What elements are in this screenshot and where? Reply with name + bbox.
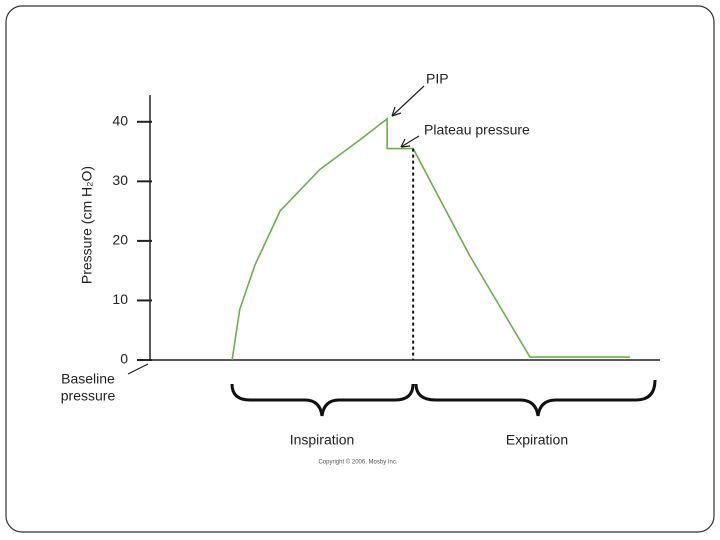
frame bbox=[5, 5, 715, 533]
y-tick-label: 20 bbox=[112, 232, 128, 248]
y-tick-label: 0 bbox=[120, 351, 128, 367]
inspiration-label: Inspiration bbox=[290, 432, 355, 448]
plateau-label: Plateau pressure bbox=[424, 122, 530, 138]
expiration-brace bbox=[414, 379, 657, 417]
y-tick-label: 10 bbox=[112, 291, 128, 307]
pip-label: PIP bbox=[426, 71, 449, 87]
arrow bbox=[127, 363, 149, 375]
arrow bbox=[400, 135, 420, 148]
y-tick-label: 30 bbox=[112, 172, 128, 188]
inspiration-brace bbox=[230, 383, 415, 417]
arrow-head bbox=[391, 106, 402, 117]
braces bbox=[230, 379, 657, 417]
copyright: Copyright © 2006, Mosby Inc. bbox=[318, 459, 397, 466]
pressure-curve bbox=[231, 117, 630, 361]
baseline-label: Baseline bbox=[61, 371, 115, 387]
arrow bbox=[391, 85, 425, 117]
arrows bbox=[127, 85, 425, 375]
expiration-label: Expiration bbox=[506, 432, 568, 448]
y-axis-label: Pressure (cm H₂O) bbox=[79, 166, 95, 284]
y-tick-label: 40 bbox=[112, 113, 128, 129]
baseline-label: pressure bbox=[61, 388, 116, 404]
arrow-head bbox=[400, 138, 411, 148]
